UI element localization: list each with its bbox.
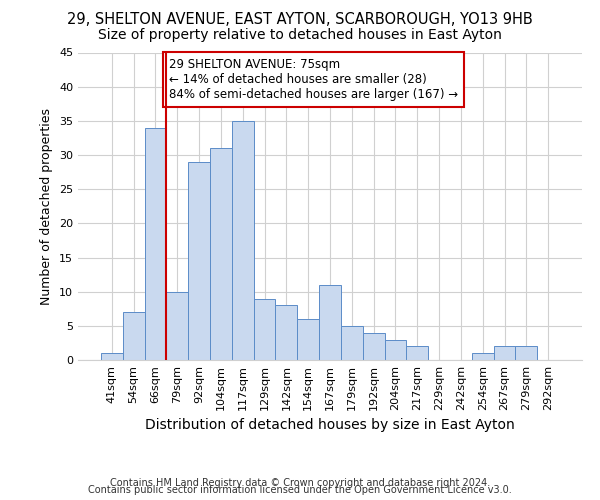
Text: Contains public sector information licensed under the Open Government Licence v3: Contains public sector information licen… <box>88 485 512 495</box>
Text: Size of property relative to detached houses in East Ayton: Size of property relative to detached ho… <box>98 28 502 42</box>
Bar <box>494 346 515 360</box>
Bar <box>341 326 363 360</box>
Bar <box>275 306 297 360</box>
Text: 29, SHELTON AVENUE, EAST AYTON, SCARBOROUGH, YO13 9HB: 29, SHELTON AVENUE, EAST AYTON, SCARBORO… <box>67 12 533 28</box>
Bar <box>188 162 210 360</box>
Text: 29 SHELTON AVENUE: 75sqm
← 14% of detached houses are smaller (28)
84% of semi-d: 29 SHELTON AVENUE: 75sqm ← 14% of detach… <box>169 58 458 101</box>
Bar <box>166 292 188 360</box>
Bar <box>101 353 123 360</box>
Bar <box>406 346 428 360</box>
Bar <box>145 128 166 360</box>
Bar <box>515 346 537 360</box>
Bar <box>472 353 494 360</box>
X-axis label: Distribution of detached houses by size in East Ayton: Distribution of detached houses by size … <box>145 418 515 432</box>
Bar <box>232 121 254 360</box>
Bar <box>297 319 319 360</box>
Bar <box>363 332 385 360</box>
Bar <box>319 285 341 360</box>
Bar <box>210 148 232 360</box>
Text: Contains HM Land Registry data © Crown copyright and database right 2024.: Contains HM Land Registry data © Crown c… <box>110 478 490 488</box>
Bar <box>385 340 406 360</box>
Y-axis label: Number of detached properties: Number of detached properties <box>40 108 53 304</box>
Bar <box>123 312 145 360</box>
Bar <box>254 298 275 360</box>
